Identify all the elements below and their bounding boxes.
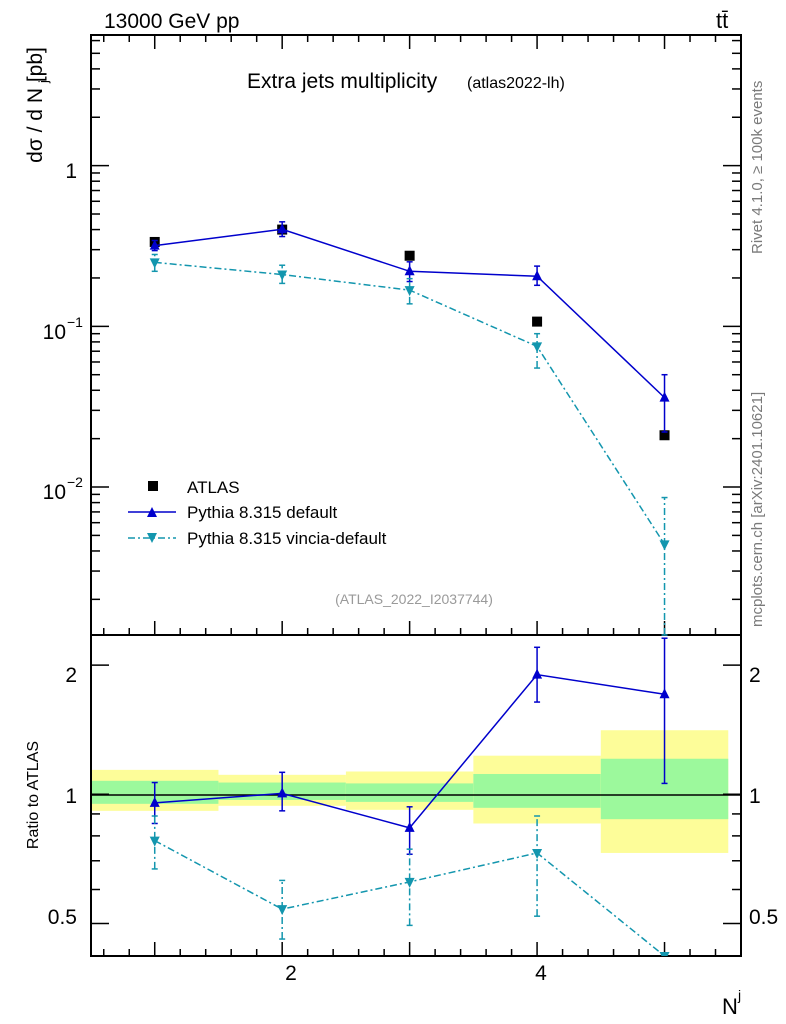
vincia-ratio-marker-2 [277,905,288,916]
vincia-ratio-marker-4 [532,848,543,859]
ytick-0.01-exp: −2 [67,474,83,490]
legend-atlas-label: ATLAS [187,478,240,497]
ratio-ytick-0.5-right: 0.5 [749,906,778,929]
vincia-marker-5 [659,540,670,551]
legend-vincia-marker [147,533,157,543]
vincia-ratio-line [154,839,666,956]
ytick-0.1-exp: −1 [67,314,83,330]
ratio-ytick-2-left: 2 [65,664,77,687]
process-label: tt̄ [716,8,728,33]
xtick-4: 4 [535,962,547,985]
legend-vincia-label: Pythia 8.315 vincia-default [187,529,387,548]
atlas-point-3 [404,250,415,261]
vincia-ratio-marker-1 [149,836,160,847]
default-marker-4 [532,270,543,281]
band-inner-3 [345,783,474,802]
default-marker-2 [277,223,288,234]
ratio-ytick-1-left: 1 [65,785,77,808]
ytick-0.1: 10 [43,321,66,344]
legend: ATLAS Pythia 8.315 default Pythia 8.315 … [128,478,387,548]
analysis-reference: (ATLAS_2022_I2037744) [335,591,493,607]
xtick-2: 2 [285,962,297,985]
band-inner-4 [473,773,601,808]
top-ylabel: dσ / d N [pb] [24,47,47,163]
legend-atlas-marker [148,481,158,491]
top-y-tick-labels: 1 10 −1 10 −2 [43,160,84,504]
ratio-ytick-0.5-left: 0.5 [48,906,77,929]
default-marker-5 [659,391,670,402]
default-marker-1 [149,239,160,250]
ytick-0.01: 10 [43,481,66,504]
vincia-ratio-marker-3 [404,877,415,888]
atlas-point-4 [532,316,543,327]
ratio-ylabel: Ratio to ATLAS [25,741,42,849]
atlas-point-5 [659,430,670,441]
vincia-ratio-marker-5 [659,952,670,956]
vincia-marker-1 [149,258,160,269]
data-marks [149,221,670,636]
plot-title: Extra jets multiplicity [247,70,438,93]
default-ratio-marker-1 [149,796,160,807]
ratio-marks [149,637,670,956]
default-ratio-marker-3 [404,821,415,832]
rivet-label: Rivet 4.1.0, ≥ 100k events [749,81,766,254]
ratio-ytick-1-right: 1 [749,785,761,808]
legend-default-label: Pythia 8.315 default [187,503,338,522]
plot-title-tag: (atlas2022-lh) [467,75,565,92]
mcplots-label: mcplots.cern.ch [arXiv:2401.10621] [749,392,766,627]
axis-ticks [91,35,741,956]
vincia-marker-2 [277,270,288,281]
vincia-marker-3 [404,286,415,297]
xlabel: N [722,994,738,1019]
legend-default-marker [147,507,157,517]
ytick-1: 1 [65,160,77,183]
top-ylabel-group: dσ / d N [pb] j [24,47,51,163]
default-ratio-marker-2 [277,787,288,798]
default-ratio-marker-4 [532,668,543,679]
ratio-uncertainty-bands [91,730,729,853]
default-ratio-marker-5 [659,688,670,699]
top-ylabel-sub: j [36,80,51,84]
default-marker-3 [404,265,415,276]
vincia-marker-4 [532,342,543,353]
ratio-ytick-2-right: 2 [749,664,761,687]
energy-label: 13000 GeV pp [104,10,239,33]
xlabel-sup: j [737,987,741,1003]
